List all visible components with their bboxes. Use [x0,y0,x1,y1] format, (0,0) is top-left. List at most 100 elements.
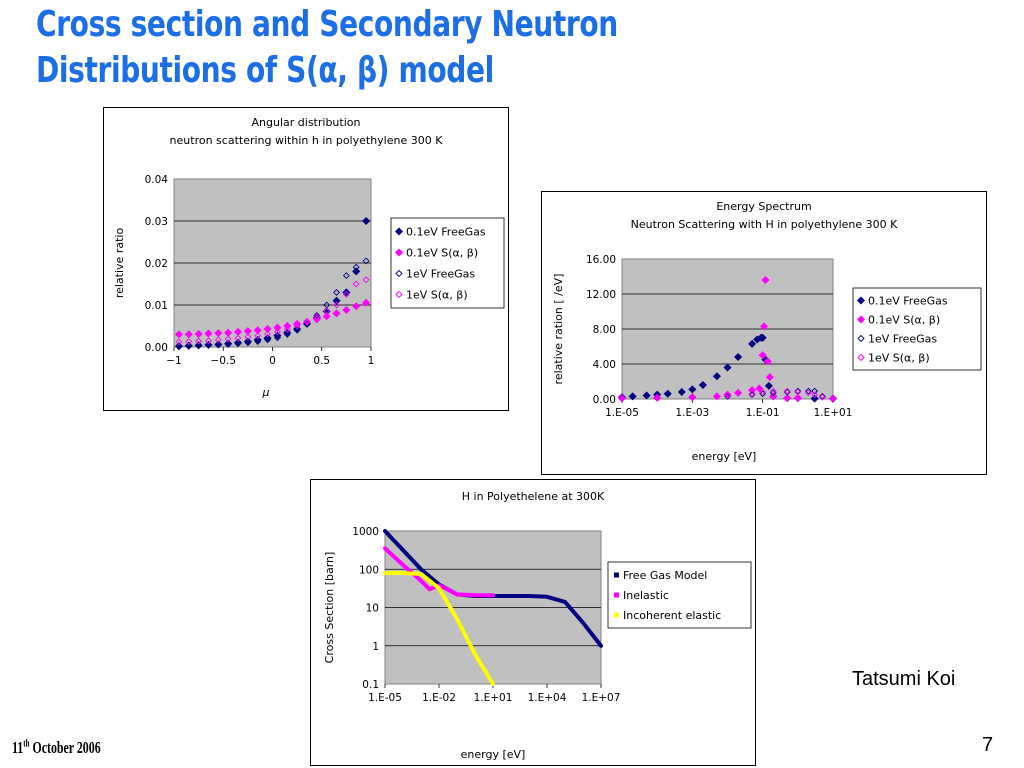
x-tick-label: 1.E-05 [368,692,402,704]
data-point [352,302,361,311]
data-point [303,318,311,326]
data-point [283,325,291,333]
slide-title: Cross section and Secondary Neutron Dist… [36,2,629,94]
legend-marker [857,334,865,343]
title-line-1: Cross section and Secondary Neutron [36,4,618,45]
angular-distribution-chart: Angular distribution neutron scattering w… [103,107,509,411]
data-point [760,322,769,331]
data-point [748,339,757,348]
y-axis-label: Cross Section [barn] [323,552,336,664]
data-point [818,393,826,401]
x-tick-label: 1.E-05 [605,407,639,419]
x-axis-label: energy [eV] [692,450,757,463]
legend-label: 1eV FreeGas [868,333,937,346]
y-tick-label: 0.04 [145,174,169,186]
legend-box [852,287,982,371]
data-point [804,387,812,395]
data-point [794,388,802,396]
data-point [362,257,370,265]
data-point [628,392,637,401]
legend-label: 0.1eV FreeGas [406,226,486,239]
legend-label: 1eV S(α, β) [868,352,930,365]
legend-box [607,561,752,629]
data-point [244,333,252,341]
cross-section-svg: H in Polyethelene at 300K 0.1 1 10 100 1000 1.… [323,490,752,761]
data-point [724,392,731,399]
x-tick-label: 1.E-03 [675,407,709,419]
legend-label: 0.1eV FreeGas [868,295,948,308]
data-point [804,389,812,397]
y-tick-label: 16.00 [586,254,616,266]
data-point [653,394,661,402]
data-point [758,333,767,342]
data-point [748,386,757,395]
y-tick-label: 0.02 [145,258,168,270]
x-tick-label: 1.E+01 [474,692,513,704]
data-point [783,394,792,403]
data-point [362,216,371,226]
data-point [663,389,672,398]
legend-box [390,217,505,309]
data-point [698,380,707,390]
x-axis-label: μ [262,386,270,399]
x-tick-label: 1.E-01 [746,407,780,419]
data-point [758,351,767,360]
x-tick-label: −0.5 [211,355,237,367]
data-point [342,272,350,280]
data-point [352,263,360,271]
series-line [383,546,495,598]
data-point [175,343,183,351]
data-point [243,337,252,346]
x-axis-label: energy [eV] [461,748,526,761]
data-point [224,341,232,348]
legend-marker [614,572,619,578]
legend-marker [394,248,404,257]
data-point [214,336,222,344]
data-point [734,352,743,362]
data-point [342,288,351,297]
data-point [185,338,193,345]
y-tick-label: 4.00 [593,359,616,371]
data-point [323,307,331,315]
series-3 [383,571,495,686]
legend-marker [614,592,619,598]
y-tick-label: 100 [359,564,379,576]
legend-marker [856,315,866,324]
data-point [333,288,340,296]
data-point [244,339,252,347]
data-point [332,309,341,318]
y-tick-label: 1 [372,641,379,653]
x-tick-label: 1.E+07 [582,692,621,704]
data-point [254,332,262,340]
data-point [175,338,183,346]
data-point [253,326,262,335]
y-tick-label: 1000 [352,526,379,538]
legend-marker [394,227,404,236]
data-point [293,326,301,334]
y-tick-label: 0.1 [362,679,379,691]
y-tick-label: 0.01 [145,300,168,312]
y-tick-label: 0.00 [593,394,616,406]
data-point [642,391,651,400]
data-point [618,395,626,402]
data-point [764,381,773,390]
data-point [174,330,183,339]
series-4 [175,276,370,346]
data-point [273,334,281,342]
y-tick-label: 10 [366,603,379,615]
data-point [761,275,770,285]
data-point [759,388,767,396]
legend-label: 1eV FreeGas [406,268,475,281]
x-tick-label: −1 [166,355,181,367]
legend-marker [395,269,403,278]
data-point [254,338,262,345]
date-day: 11 [12,738,24,757]
x-tick-label: 0.5 [313,355,330,367]
y-tick-label: 8.00 [593,324,616,336]
data-point [205,337,212,345]
data-point [810,394,819,403]
data-point [185,342,193,350]
y-tick-label: 12.00 [586,289,616,301]
data-point [723,363,732,372]
legend-label: 0.1eV S(α, β) [406,247,478,260]
